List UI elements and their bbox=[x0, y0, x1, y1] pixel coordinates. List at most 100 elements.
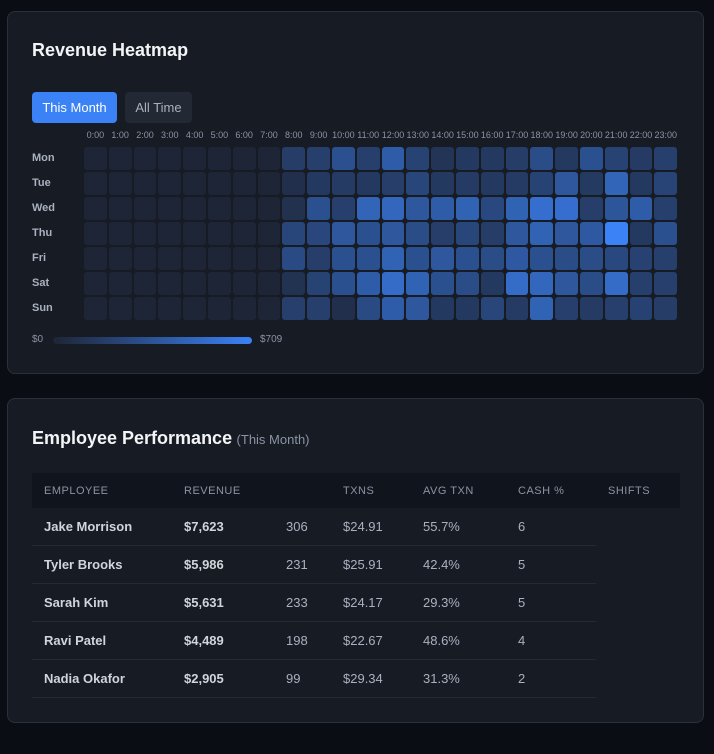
row-divider bbox=[32, 697, 596, 698]
color-bar bbox=[53, 337, 252, 344]
hour-label: 16:00 bbox=[480, 130, 504, 140]
heatmap-cell bbox=[431, 172, 454, 195]
heatmap-cell bbox=[629, 247, 653, 270]
heatmap-cell bbox=[654, 197, 678, 220]
table-cell: 42.4% bbox=[423, 557, 460, 572]
heatmap-cell bbox=[332, 272, 355, 295]
tab-all-time[interactable]: All Time bbox=[125, 92, 192, 123]
table-cell: 198 bbox=[286, 633, 308, 648]
hour-label: 10:00 bbox=[332, 130, 355, 140]
heatmap-cell bbox=[133, 172, 157, 195]
heatmap-cell bbox=[406, 172, 430, 195]
heatmap-cell bbox=[332, 222, 355, 245]
heatmap-cell bbox=[456, 147, 479, 170]
heatmap-cell bbox=[332, 172, 355, 195]
heatmap-cell bbox=[108, 247, 132, 270]
heatmap-cell bbox=[406, 222, 430, 245]
table-cell: 5 bbox=[518, 557, 526, 572]
hour-label: 14:00 bbox=[431, 130, 454, 140]
hour-label: 23:00 bbox=[654, 130, 678, 140]
heatmap-cell bbox=[654, 297, 678, 320]
table-cell: $22.67 bbox=[343, 633, 383, 648]
heatmap-cell bbox=[381, 222, 405, 245]
heatmap-cell bbox=[208, 272, 231, 295]
employee-name: Sarah Kim bbox=[44, 595, 109, 610]
heatmap-cell bbox=[332, 197, 355, 220]
heatmap-cell bbox=[133, 147, 157, 170]
heatmap-cell bbox=[505, 297, 529, 320]
hour-label: 20:00 bbox=[580, 130, 603, 140]
heatmap-cell bbox=[183, 272, 206, 295]
heatmap-cell bbox=[356, 147, 380, 170]
table-cell: 2 bbox=[518, 671, 526, 686]
heatmap-cell bbox=[108, 147, 132, 170]
heatmap-cell bbox=[381, 247, 405, 270]
heatmap-cell bbox=[158, 172, 182, 195]
hour-label: 3:00 bbox=[161, 130, 179, 140]
table-cell: 31.3% bbox=[423, 671, 460, 686]
heatmap-cell bbox=[356, 222, 380, 245]
heatmap-cell bbox=[480, 147, 504, 170]
table-cell: 233 bbox=[286, 595, 308, 610]
table-header bbox=[32, 473, 680, 508]
heatmap-cell bbox=[381, 272, 405, 295]
heatmap-cell bbox=[257, 147, 281, 170]
hour-label: 8:00 bbox=[285, 130, 303, 140]
heatmap-cell bbox=[431, 147, 454, 170]
table-cell: 48.6% bbox=[423, 633, 460, 648]
heatmap-cell bbox=[456, 272, 479, 295]
tab-this-month[interactable]: This Month bbox=[32, 92, 117, 123]
heatmap-cell bbox=[555, 272, 578, 295]
heatmap-cell bbox=[158, 247, 182, 270]
day-label: Sat bbox=[32, 277, 50, 289]
hour-label: 1:00 bbox=[111, 130, 129, 140]
heatmap-cell bbox=[158, 147, 182, 170]
heatmap-cell bbox=[530, 147, 554, 170]
color-bar-label: $709 bbox=[260, 334, 283, 345]
hour-label: 17:00 bbox=[505, 130, 529, 140]
heatmap-cell bbox=[654, 272, 678, 295]
heatmap-cell bbox=[133, 197, 157, 220]
heatmap-cell bbox=[530, 222, 554, 245]
hour-label: 2:00 bbox=[136, 130, 154, 140]
heatmap-cell bbox=[133, 297, 157, 320]
table-cell: $4,489 bbox=[184, 633, 224, 648]
table-cell: 6 bbox=[518, 519, 526, 534]
heatmap-cell bbox=[282, 197, 306, 220]
heatmap-cell bbox=[257, 247, 281, 270]
heatmap-cell bbox=[456, 222, 479, 245]
table-cell: $29.34 bbox=[343, 671, 383, 686]
heatmap-cell bbox=[257, 297, 281, 320]
day-label: Mon bbox=[32, 152, 55, 164]
heatmap-cell bbox=[183, 197, 206, 220]
heatmap-cell bbox=[505, 247, 529, 270]
heatmap-cell bbox=[555, 197, 578, 220]
day-label: Tue bbox=[32, 177, 51, 189]
heatmap-cell bbox=[555, 247, 578, 270]
heatmap-cell bbox=[356, 172, 380, 195]
table-title: Employee Performance bbox=[32, 428, 233, 448]
heatmap-cell bbox=[406, 247, 430, 270]
heatmap-cell bbox=[108, 172, 132, 195]
heatmap-cell bbox=[282, 147, 306, 170]
hour-label: 15:00 bbox=[456, 130, 479, 140]
heatmap-cell bbox=[232, 172, 256, 195]
table-subtitle: (This Month) bbox=[236, 432, 310, 447]
heatmap-cell bbox=[654, 172, 678, 195]
heatmap-cell bbox=[84, 222, 107, 245]
heatmap-cell bbox=[208, 197, 231, 220]
heatmap-cell bbox=[555, 172, 578, 195]
heatmap-cell bbox=[84, 297, 107, 320]
heatmap-cell bbox=[654, 247, 678, 270]
heatmap-cell bbox=[232, 297, 256, 320]
heatmap-cell bbox=[257, 197, 281, 220]
table-cell: 4 bbox=[518, 633, 526, 648]
heatmap-cell bbox=[629, 222, 653, 245]
heatmap-cell bbox=[84, 272, 107, 295]
heatmap-cell bbox=[505, 172, 529, 195]
heatmap-cell bbox=[183, 297, 206, 320]
heatmap-cell bbox=[480, 272, 504, 295]
heatmap-cell bbox=[208, 172, 231, 195]
heatmap-cell bbox=[307, 297, 330, 320]
